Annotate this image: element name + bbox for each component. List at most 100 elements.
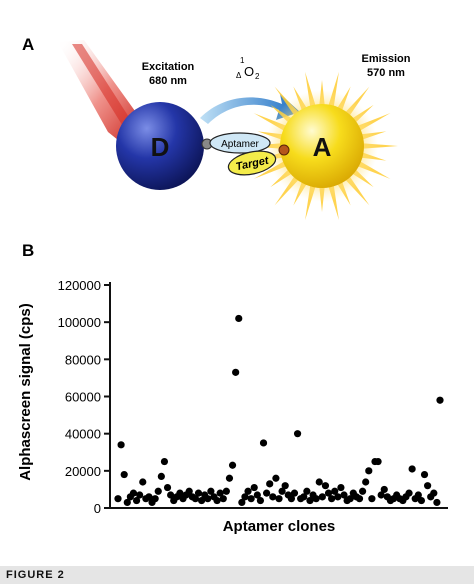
scatter-point [235, 314, 243, 323]
panel-b: B Alphascreen signal (cps) 0 20000 40000 60… [17, 241, 448, 535]
scatter-point [253, 491, 261, 499]
scatter-point [114, 495, 122, 503]
scatter-point [129, 489, 138, 497]
y-axis-label: Alphascreen signal (cps) [17, 303, 34, 481]
y-tick-label: 80000 [65, 352, 101, 367]
scatter-point [269, 493, 277, 501]
y-ticks: 0 20000 40000 60000 80000 100000 120000 [58, 278, 110, 516]
scatter-point [281, 482, 289, 490]
scatter-point [420, 470, 429, 479]
scatter-point [120, 470, 128, 479]
acceptor-linker-bead [278, 144, 290, 156]
scatter-point [287, 495, 295, 503]
x-axis-label: Aptamer clones [223, 518, 336, 535]
scatter-point [167, 491, 175, 499]
y-tick-label: 60000 [65, 390, 101, 405]
y-axis-title: Alphascreen signal (cps) [17, 303, 34, 481]
acceptor-label: A [313, 132, 332, 162]
panel-a-label: A [22, 35, 34, 54]
scatter-point [290, 489, 299, 497]
emission-label: Emission [362, 53, 411, 65]
donor-bead [116, 102, 204, 190]
scatter-point [275, 495, 283, 503]
panel-b-label: B [22, 241, 34, 260]
scatter-point [324, 489, 333, 497]
scatter-point [306, 496, 314, 505]
scatter-point [365, 467, 373, 475]
target-shape [227, 150, 277, 176]
aptamer-shape [209, 132, 271, 154]
aptamer-label: Aptamer [221, 139, 259, 150]
excitation-wavelength: 680 nm [149, 75, 187, 87]
energy-transfer-arrow [200, 94, 300, 124]
scatter-point [216, 489, 224, 497]
scatter-point [263, 489, 271, 497]
scatter-point [374, 457, 382, 466]
scatter-point [238, 498, 246, 507]
scatter-point [337, 483, 345, 492]
scatter-point [163, 483, 172, 492]
scatter-point [157, 472, 165, 481]
figure-caption: FIGURE 2 [6, 569, 65, 581]
scatter-point [139, 478, 147, 486]
scatter-point [355, 495, 364, 503]
scatter-point [225, 474, 234, 482]
panel-a: A Excitation 680 nm 1 Δ O 2 Emission 570… [22, 35, 411, 221]
scatter-point [303, 487, 311, 495]
scatter-point [272, 474, 280, 482]
singlet-oxygen-subscript: 2 [255, 72, 260, 81]
scatter-point [194, 489, 203, 497]
scatter-point [176, 489, 184, 497]
scatter-point [191, 495, 200, 503]
scatter-point [312, 495, 320, 503]
scatter-point [207, 487, 215, 495]
scatter-point [117, 441, 125, 449]
scatter-point [244, 487, 252, 495]
donor-label: D [151, 132, 170, 162]
scatter-point [136, 491, 144, 499]
caption-bar: FIGURE 2 [0, 566, 474, 584]
scatter-point [408, 465, 416, 473]
scatter-point [151, 495, 159, 503]
excitation-laser-core [72, 44, 132, 128]
scatter-point [340, 491, 348, 499]
scatter-point [154, 487, 162, 495]
scatter-point [256, 496, 265, 505]
acceptor-bead [280, 104, 364, 188]
scatter-point [132, 496, 141, 505]
scatter-point [368, 495, 376, 503]
scatter-point [334, 493, 342, 501]
excitation-label: Excitation [142, 61, 195, 73]
singlet-oxygen-symbol: O [244, 64, 254, 79]
scatter-point [219, 495, 227, 503]
scatter-point [300, 493, 308, 501]
singlet-oxygen-label: 1 Δ O 2 [236, 56, 260, 81]
scatter-point [321, 482, 330, 490]
scatter-point [315, 478, 323, 486]
scatter-point [318, 493, 326, 501]
scatter-point [362, 478, 370, 486]
scatter-points [114, 314, 444, 507]
scatter-point [123, 498, 131, 507]
scatter-point [430, 489, 438, 497]
scatter-point [228, 461, 237, 469]
scatter-point [358, 487, 367, 495]
scatter-point [222, 487, 230, 495]
scatter-point [414, 491, 422, 499]
scatter-point [160, 457, 169, 466]
scatter-point [266, 480, 274, 488]
scatter-point [293, 430, 302, 438]
singlet-oxygen-delta: Δ [236, 71, 242, 80]
scatter-point [377, 491, 385, 499]
y-tick-label: 0 [94, 501, 101, 516]
scatter-point [259, 439, 268, 447]
scatter-point [436, 396, 444, 404]
scatter-point [185, 487, 193, 495]
scatter-point [232, 368, 240, 376]
scatter-point [278, 487, 286, 495]
scatter-point [433, 498, 441, 507]
y-tick-label: 120000 [58, 278, 101, 293]
y-tick-label: 20000 [65, 464, 101, 479]
singlet-oxygen-superscript: 1 [240, 56, 245, 65]
scatter-point [331, 487, 339, 495]
